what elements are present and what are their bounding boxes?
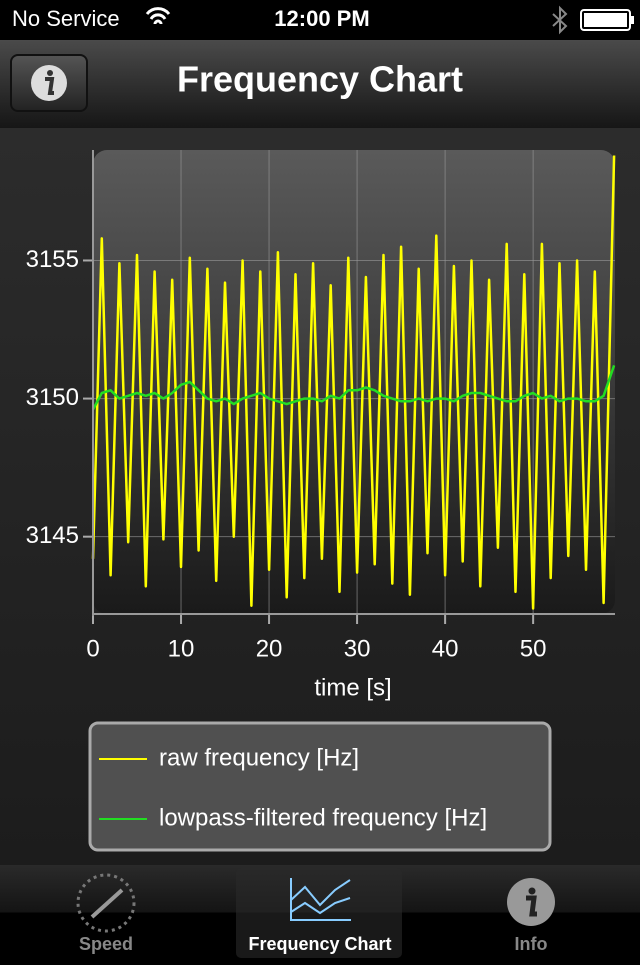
y-tick-label: 3150 [26,384,79,411]
tab-label[interactable]: Info [515,934,548,954]
info-icon-dot [47,70,53,76]
legend-label: raw frequency [Hz] [159,744,359,771]
x-tick-label: 30 [344,635,371,662]
x-tick-label: 0 [86,635,99,662]
wifi-icon [145,7,171,25]
plot-area [93,150,615,614]
tab-label[interactable]: Frequency Chart [248,934,391,954]
carrier: No Service [12,6,120,31]
tabs: Speed Frequency Chart Info [79,934,548,954]
info-icon [31,65,67,101]
x-tick-label: 20 [256,635,283,662]
battery-tip [631,16,634,24]
chart-icon [290,878,351,921]
y-tick-label: 3145 [26,522,79,549]
info-icon-stem [45,77,55,95]
y-tick-label: 3155 [26,246,79,273]
info-tab-icon [507,878,555,926]
battery [580,9,631,31]
nav-title: Frequency Chart [177,59,463,100]
clock: 12:00 PM [274,6,369,31]
x-tick-label: 50 [520,635,547,662]
nav-bar [0,40,640,128]
battery-level [584,13,627,27]
bluetooth-icon [552,5,568,35]
tab-label[interactable]: Speed [79,934,133,954]
series-line [91,155,616,610]
status-bar [0,0,640,40]
legend-items: raw frequency [Hz] lowpass-filtered frequ… [99,744,487,831]
legend-label: lowpass-filtered frequency [Hz] [159,804,487,831]
legend [88,721,552,852]
x-tick-label: 40 [432,635,459,662]
speed-icon [76,873,136,933]
x-tick-label: 10 [168,635,195,662]
x-axis-label: time [s] [314,674,391,701]
series-line [91,364,616,411]
